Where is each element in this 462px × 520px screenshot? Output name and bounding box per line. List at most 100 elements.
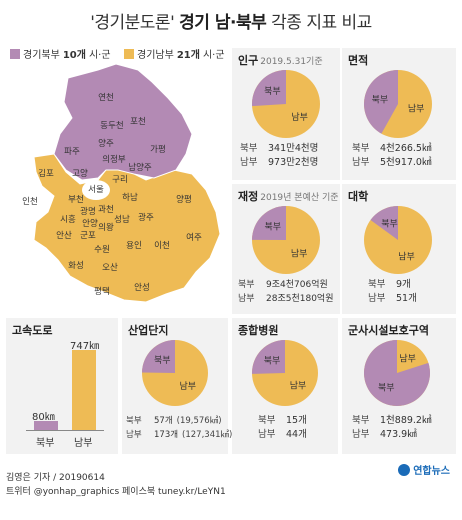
incheon-region (16, 182, 46, 220)
north-swatch (10, 48, 20, 59)
south-swatch (124, 48, 134, 59)
military-title: 군사시설보호구역 (348, 324, 429, 337)
logo-icon (398, 463, 411, 476)
highway-bar-north (34, 421, 58, 430)
legend-south-count: 21개 (176, 50, 200, 61)
pie-label-south: 남부 (399, 353, 416, 364)
university-values: 북부 9개 남부 51개 (368, 279, 417, 304)
map-label: 안양 (82, 218, 98, 229)
map-label: 고양 (72, 168, 88, 179)
map-label: 시흥 (60, 214, 76, 225)
highway-baseline (26, 430, 104, 431)
legend-north-suffix: 시·군 (88, 50, 111, 61)
highway-bar-south (72, 350, 96, 430)
map-label: 성남 (114, 215, 130, 225)
highway-title: 고속도로 (12, 324, 53, 337)
map-label: 김포 (38, 168, 54, 179)
seoul-region (82, 180, 110, 200)
pie-label-south: 남부 (291, 112, 308, 123)
map-label: 이천 (154, 240, 170, 251)
logo-text: 연합뉴스 (413, 466, 450, 477)
pie-slice-north (364, 340, 430, 406)
highway-south-label: 남부 (74, 438, 93, 449)
military-pie: 북부 남부 (364, 340, 430, 406)
legend-north-label: 경기북부 (23, 50, 60, 61)
panel-population: 인구 2019.5.31기준 북부 남부 북부 341만4천명 남부 973만2천명 (232, 48, 340, 180)
university-title: 대학 (348, 190, 369, 203)
panel-industrial: 산업단지 북부 남부 북부 57개 (19,576㎢) 남부 173개 (127,341㎢… (122, 318, 232, 454)
highway-north-value: 80㎞ (32, 412, 55, 423)
pie-label-north: 북부 (378, 383, 395, 394)
legend-south-label: 경기남부 (137, 50, 174, 61)
area-title: 면적 (348, 54, 369, 67)
panel-military: 군사시설보호구역 북부 남부 북부 1천889.2㎢ 남부 473.9㎢ (342, 318, 456, 454)
page-title: '경기분도론' 경기 남·북부 각종 지표 비교 (0, 8, 462, 33)
pie-label-south: 남부 (291, 248, 308, 259)
military-values: 북부 1천889.2㎢ 남부 473.9㎢ (352, 415, 432, 440)
pie-label-north: 북부 (154, 355, 171, 366)
map-label: 의왕 (98, 222, 114, 233)
pie-label-south: 남부 (398, 252, 415, 263)
map-label: 여주 (186, 232, 202, 243)
map-label: 하남 (122, 192, 138, 203)
pie-label-north: 북부 (265, 222, 282, 233)
map-label: 부천 (68, 194, 84, 205)
title-part2: 경기 남·북부 (179, 13, 267, 33)
pie-slice-north (252, 340, 285, 374)
highway-south-value: 747㎞ (70, 341, 100, 352)
map-label: 용인 (126, 240, 142, 251)
pie-slice-north (252, 70, 286, 107)
map-label: 군포 (80, 231, 96, 241)
legend-north: 경기북부 10개 시·군 (10, 46, 111, 61)
highway-north-label: 북부 (36, 438, 55, 449)
pie-label-south: 남부 (408, 104, 425, 115)
map-label: 양평 (176, 194, 192, 205)
map-label: 과천 (98, 204, 114, 215)
legend-north-count: 10개 (62, 50, 86, 61)
north-region (53, 63, 193, 181)
budget-values: 북부 9조4천706억원 남부 28조5천180억원 (238, 280, 334, 304)
hospital-values: 북부 15개 남부 44개 (258, 415, 307, 440)
map-label: 서울 (88, 185, 104, 195)
yonhap-logo: 연합뉴스 (398, 462, 450, 477)
map-label: 파주 (64, 147, 80, 157)
map-label: 남양주 (128, 162, 152, 173)
map-label: 평택 (94, 286, 110, 297)
map-label: 오산 (102, 262, 118, 273)
pie-slice-north (252, 206, 286, 240)
map-label: 가평 (150, 144, 166, 155)
map-label: 안성 (134, 282, 150, 293)
pie-label-south: 남부 (290, 381, 307, 392)
pie-label-north: 북부 (264, 86, 281, 97)
footer-sns: 트위터 @yonhap_graphics 페이스북 tuney.kr/LeYN1 (6, 487, 226, 497)
pie-label-north: 북부 (372, 94, 389, 105)
title-part3: 각종 지표 비교 (271, 13, 372, 33)
map-label: 광명 (80, 206, 96, 217)
population-values: 북부 341만4천명 남부 973만2천명 (240, 143, 319, 168)
pie-slice-north (142, 340, 175, 373)
panel-university: 대학 북부 남부 북부 9개 남부 51개 (342, 184, 456, 314)
map-label: 동두천 (100, 120, 123, 131)
map-label: 안산 (56, 230, 72, 241)
map-label: 양주 (98, 138, 114, 149)
pie-label-north: 북부 (264, 355, 281, 366)
footer-credit: 김영은 기자 / 20190614 (6, 473, 105, 483)
panel-highway: 고속도로 80㎞ 747㎞ 북부 남부 (6, 318, 118, 454)
pie-label-south: 남부 (179, 381, 196, 392)
hospital-title: 종합병원 (238, 324, 279, 337)
budget-title: 재정 2019년 본예산 기준 (238, 190, 339, 203)
pie-slice-north (370, 206, 398, 240)
area-values: 북부 4천266.5㎢ 남부 5천917.0㎢ (352, 143, 432, 168)
legend-south: 경기남부 21개 시·군 (124, 46, 225, 61)
map-label: 연천 (98, 92, 114, 103)
industrial-title: 산업단지 (128, 324, 169, 337)
legend-south-suffix: 시·군 (202, 50, 225, 61)
map-label: 화성 (68, 261, 84, 271)
